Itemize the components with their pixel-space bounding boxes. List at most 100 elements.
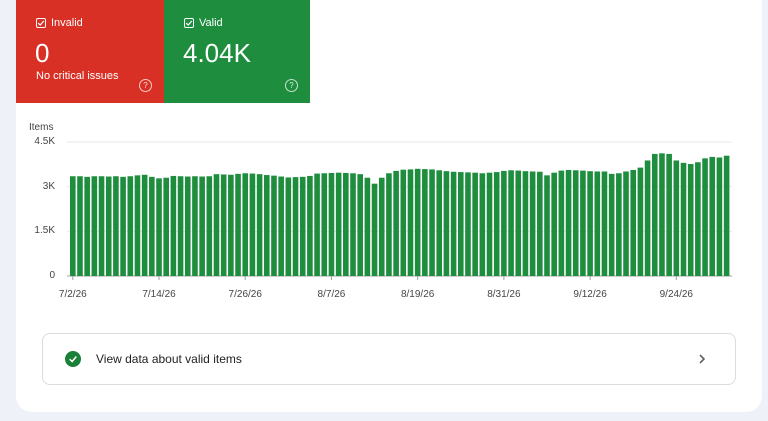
chart-bar[interactable] bbox=[537, 171, 543, 276]
chart-bar[interactable] bbox=[170, 175, 177, 276]
chart-bar[interactable] bbox=[335, 172, 342, 276]
chart-bar[interactable] bbox=[98, 176, 105, 276]
chart-bar[interactable] bbox=[623, 171, 629, 276]
chart-bar[interactable] bbox=[465, 172, 471, 276]
chart-bar[interactable] bbox=[364, 177, 371, 276]
chart-bar[interactable] bbox=[608, 173, 615, 276]
chart-bar[interactable] bbox=[616, 173, 622, 276]
chart-bar[interactable] bbox=[457, 172, 464, 276]
chart-bar[interactable] bbox=[493, 172, 500, 276]
chart-bar[interactable] bbox=[220, 174, 227, 276]
chart-bar[interactable] bbox=[695, 162, 701, 276]
chart-bar[interactable] bbox=[235, 173, 241, 276]
chart-bar[interactable] bbox=[702, 158, 708, 276]
chart-bar[interactable] bbox=[479, 173, 486, 276]
chart-bar[interactable] bbox=[141, 174, 148, 276]
chart-bar[interactable] bbox=[249, 173, 256, 276]
chart-bar[interactable] bbox=[184, 176, 191, 276]
chart-bar[interactable] bbox=[213, 174, 220, 276]
invalid-tile[interactable]: Invalid 0 No critical issues ? bbox=[16, 0, 164, 103]
chart-bar[interactable] bbox=[285, 177, 292, 276]
chart-bar[interactable] bbox=[105, 176, 112, 276]
chart-bar[interactable] bbox=[393, 170, 399, 276]
valid-tile[interactable]: Valid 4.04K ? bbox=[164, 0, 310, 103]
checkbox-checked-icon[interactable] bbox=[36, 18, 46, 28]
chart-bar[interactable] bbox=[508, 170, 514, 276]
chart-bar[interactable] bbox=[472, 172, 478, 276]
chart-bar[interactable] bbox=[343, 172, 349, 276]
chart-bar[interactable] bbox=[651, 153, 658, 276]
chart-bar[interactable] bbox=[659, 153, 665, 276]
help-icon[interactable]: ? bbox=[139, 79, 152, 92]
chart-bar[interactable] bbox=[637, 167, 644, 276]
chart-bar[interactable] bbox=[407, 169, 414, 276]
chart-bar[interactable] bbox=[580, 170, 586, 276]
y-tick-label: 3K bbox=[42, 180, 55, 192]
chart-bar[interactable] bbox=[163, 177, 169, 276]
chart-bar[interactable] bbox=[350, 173, 356, 276]
chart-bar[interactable] bbox=[429, 169, 435, 276]
chart-bar[interactable] bbox=[422, 169, 428, 276]
chart-bar[interactable] bbox=[558, 170, 565, 276]
chart-bar[interactable] bbox=[192, 176, 198, 276]
chart-bar[interactable] bbox=[134, 175, 141, 276]
chart-bar[interactable] bbox=[716, 157, 723, 276]
chart-bar[interactable] bbox=[263, 175, 270, 276]
chart-bar[interactable] bbox=[299, 176, 306, 276]
chart-bar[interactable] bbox=[314, 173, 320, 276]
chart-bar[interactable] bbox=[529, 171, 536, 276]
chart-bar[interactable] bbox=[723, 155, 730, 276]
chart-bar[interactable] bbox=[673, 160, 680, 276]
chart-bar[interactable] bbox=[371, 183, 378, 276]
chart-bar[interactable] bbox=[177, 176, 184, 276]
chart-bar[interactable] bbox=[199, 176, 205, 276]
chart-bar[interactable] bbox=[414, 168, 421, 276]
help-icon[interactable]: ? bbox=[285, 79, 298, 92]
chart-bar[interactable] bbox=[443, 171, 450, 276]
chart-bar[interactable] bbox=[572, 170, 579, 276]
chart-bar[interactable] bbox=[551, 172, 557, 276]
chart-bar[interactable] bbox=[386, 173, 392, 276]
chart-bar[interactable] bbox=[70, 176, 76, 276]
chart-bar[interactable] bbox=[450, 171, 457, 276]
chart-bar[interactable] bbox=[91, 176, 98, 276]
chart-bar[interactable] bbox=[256, 174, 263, 276]
chart-bar[interactable] bbox=[522, 171, 529, 276]
chart-bar[interactable] bbox=[644, 160, 651, 276]
chart-bar[interactable] bbox=[680, 162, 687, 276]
chart-bar[interactable] bbox=[271, 175, 277, 276]
chart-bar[interactable] bbox=[630, 169, 637, 276]
chart-bar[interactable] bbox=[242, 173, 249, 276]
chart-bar[interactable] bbox=[307, 175, 313, 276]
chart-bar[interactable] bbox=[687, 164, 694, 276]
chart-bar[interactable] bbox=[709, 156, 716, 276]
chart-bar[interactable] bbox=[84, 176, 90, 276]
chart-bar[interactable] bbox=[436, 170, 443, 276]
chart-bar[interactable] bbox=[292, 177, 299, 276]
chart-bar[interactable] bbox=[228, 174, 234, 276]
chart-bar[interactable] bbox=[378, 177, 385, 276]
chart-bar[interactable] bbox=[113, 176, 119, 276]
chart-bar[interactable] bbox=[321, 173, 328, 276]
chart-bar[interactable] bbox=[515, 170, 522, 276]
chart-bar[interactable] bbox=[156, 178, 162, 276]
checkbox-checked-icon[interactable] bbox=[184, 18, 194, 28]
chart-bar[interactable] bbox=[127, 176, 134, 276]
chart-bar[interactable] bbox=[565, 169, 572, 276]
chart-bar[interactable] bbox=[206, 176, 213, 276]
chart-bar[interactable] bbox=[400, 169, 407, 276]
chart-bar[interactable] bbox=[587, 171, 593, 276]
chart-bar[interactable] bbox=[328, 172, 335, 276]
chart-bar[interactable] bbox=[544, 175, 550, 276]
chart-bar[interactable] bbox=[601, 171, 608, 276]
chart-bar[interactable] bbox=[501, 170, 507, 276]
view-valid-items-link[interactable]: View data about valid items bbox=[42, 333, 736, 385]
chart-bar[interactable] bbox=[278, 176, 284, 276]
chart-bar[interactable] bbox=[77, 176, 83, 276]
chart-bar[interactable] bbox=[486, 172, 493, 276]
chart-bar[interactable] bbox=[120, 176, 126, 276]
chart-bar[interactable] bbox=[357, 174, 363, 276]
chart-bar[interactable] bbox=[594, 171, 601, 276]
chart-bar[interactable] bbox=[666, 153, 672, 276]
chart-bar[interactable] bbox=[149, 176, 155, 276]
